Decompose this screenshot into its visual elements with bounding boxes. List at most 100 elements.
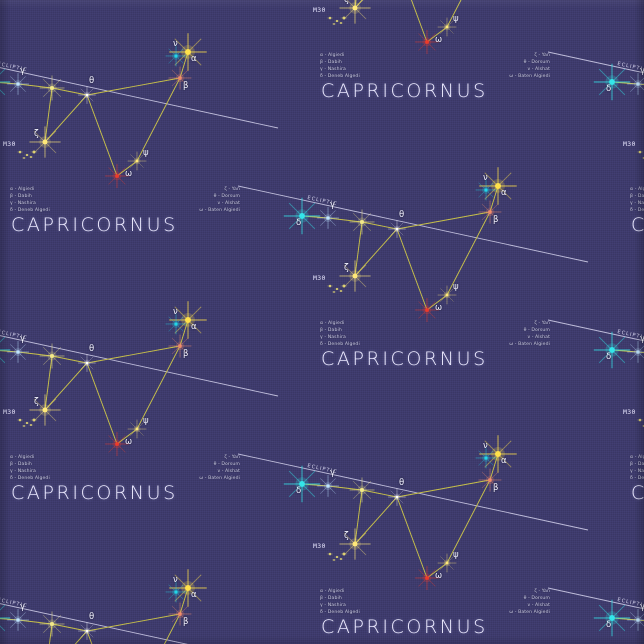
legend-right: ζ - Yan θ - Dorsum ν - Alshat ω - Baten Alg… (148, 187, 240, 215)
legend-entry: θ - Dorsum (213, 193, 240, 199)
ecliptic-line (0, 67, 279, 129)
m30-label: M30 (623, 408, 636, 416)
legend-entry: ζ - Yan (224, 455, 240, 460)
constellation-line-gamma-star1 (17, 83, 53, 89)
star-label-omega: ω (125, 169, 133, 179)
legend-entry: ω - Baten Algiedi (509, 341, 550, 347)
legend-entry: α - Algiedi (630, 187, 644, 192)
star-theta (388, 488, 406, 506)
legend-entry: γ - Nashira (630, 468, 644, 474)
star-gamma (317, 475, 339, 497)
constellation-line-delta-gamma (0, 82, 19, 85)
m30-cluster (327, 284, 348, 293)
star-label-psi: ψ (143, 416, 149, 426)
ecliptic-line (547, 319, 644, 342)
star-delta (0, 336, 11, 364)
constellation-line-star1-theta (361, 221, 398, 230)
constellation-graphic (237, 167, 589, 322)
legend-entry: γ - Nashira (630, 200, 644, 206)
constellation-graphic (547, 51, 644, 159)
star-label-delta: δ (296, 218, 302, 228)
star-label-gamma: γ (640, 66, 644, 76)
m30-label: M30 (313, 274, 326, 282)
star-zeta (339, 0, 371, 24)
legend-entry: α - Algiedi (320, 53, 345, 58)
constellation-line-omega-psi (116, 428, 138, 445)
star-omega (105, 164, 129, 188)
legend-right: ζ - Yan θ - Dorsum ν - Alshat ω - Baten Alg… (458, 53, 550, 81)
legend-entry: α - Algiedi (630, 455, 644, 460)
m30-label: M30 (3, 140, 16, 148)
star-label-gamma: γ (640, 602, 644, 612)
star-label-gamma: γ (640, 334, 644, 344)
star-label-theta: θ (399, 478, 405, 488)
star-label-omega: ω (435, 303, 443, 313)
star-beta (478, 200, 502, 224)
m30-label: M30 (313, 542, 326, 550)
star-label-nu: ν (483, 173, 488, 183)
constellation-graphic (327, 0, 462, 54)
legend-entry: ν - Alshat (217, 468, 240, 474)
constellation-graphic (547, 587, 644, 637)
legend-right: ζ - Yan θ - Dorsum ν - Alshat ω - Baten Alg… (458, 321, 550, 349)
star-label-delta: δ (606, 84, 612, 94)
star-label-zeta: ζ (344, 263, 349, 273)
constellation-line-gamma-star1 (17, 619, 53, 625)
star-label-alpha: α (501, 188, 507, 198)
legend-entry: ω - Baten Algiedi (509, 73, 550, 79)
legend-entry: ω - Baten Algiedi (199, 207, 240, 213)
star-omega (415, 566, 439, 590)
star-gamma (627, 73, 644, 95)
constellation-graphic (547, 319, 644, 427)
m30-label: M30 (623, 140, 636, 148)
star-label-gamma: γ (20, 602, 26, 612)
legend-entry: α - Algiedi (10, 187, 35, 192)
star-label-theta: θ (89, 344, 95, 354)
ecliptic-line (0, 603, 189, 644)
star-label-gamma: γ (330, 468, 336, 478)
star-label-psi: ψ (453, 550, 459, 560)
star-star1 (349, 477, 375, 503)
star-label-delta: δ (606, 352, 612, 362)
legend-right: ζ - Yan θ - Dorsum ν - Alshat ω - Baten Alg… (458, 589, 550, 617)
legend-entry: α - Algiedi (320, 321, 345, 326)
star-star1 (39, 611, 65, 637)
star-label-beta: β (183, 349, 189, 359)
constellation-line-zeta-theta (354, 496, 398, 545)
star-label-delta: δ (296, 486, 302, 496)
legend-entry: θ - Dorsum (523, 59, 550, 65)
constellation-line-theta-omega (86, 630, 93, 644)
star-delta (0, 68, 11, 96)
constellation-line-star1-zeta (354, 489, 363, 545)
constellation-line-omega-psi (426, 294, 448, 311)
constellation-line-zeta-theta (354, 0, 363, 9)
star-beta (168, 334, 192, 358)
constellation-graphic (0, 569, 207, 644)
star-nu (165, 581, 187, 603)
constellation-line-star1-theta (51, 87, 88, 96)
constellation-line-star1-zeta (44, 87, 53, 143)
constellation-line-zeta-theta (354, 228, 398, 277)
constellation-line-delta-gamma (0, 350, 19, 353)
legend-entry: θ - Dorsum (213, 461, 240, 467)
star-label-gamma: γ (20, 334, 26, 344)
star-label-psi: ψ (453, 14, 459, 24)
m30-cluster (637, 418, 644, 427)
constellation-line-psi-beta (163, 613, 181, 644)
constellation-line-zeta-theta (74, 630, 88, 644)
star-delta (593, 331, 631, 369)
star-gamma (317, 207, 339, 229)
legend-entry: δ - Deneb Algedi (10, 475, 50, 481)
star-alpha (479, 167, 517, 205)
star-nu (165, 45, 187, 67)
star-label-beta: β (493, 215, 499, 225)
star-psi (437, 17, 457, 37)
m30-cluster (17, 418, 38, 427)
constellation-title: CAPRICORNUS (321, 348, 488, 370)
star-label-beta: β (493, 483, 499, 493)
